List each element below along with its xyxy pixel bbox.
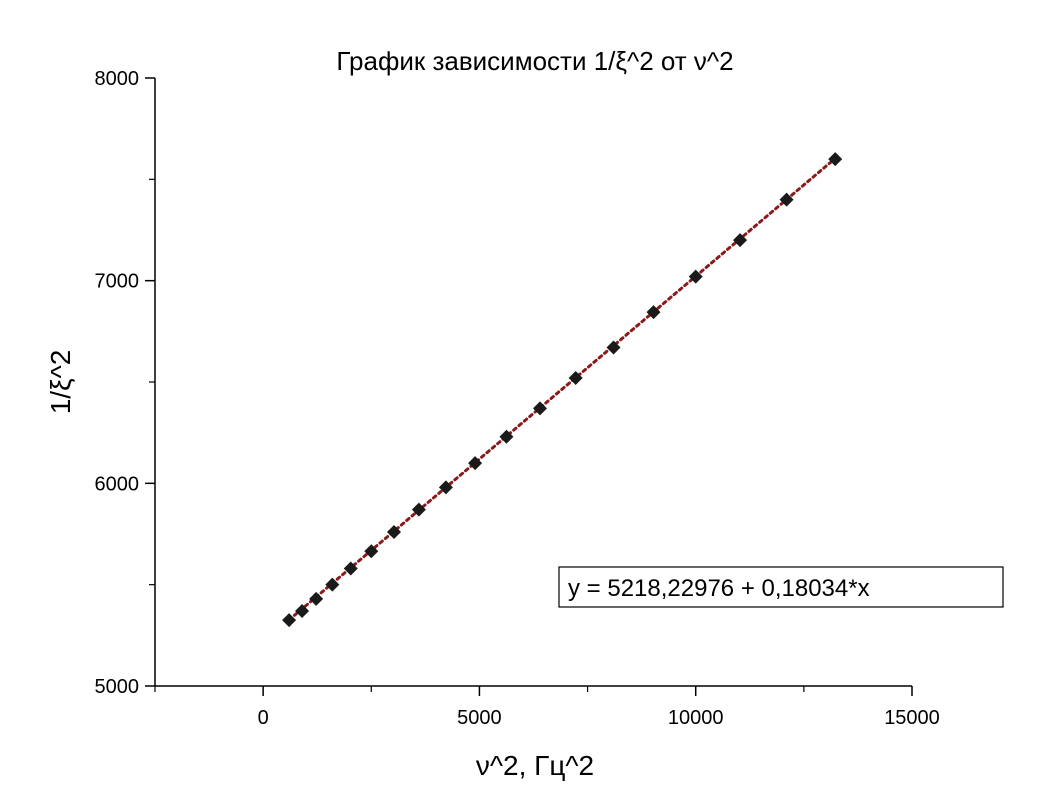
equation-box: y = 5218,22976 + 0,18034*x: [559, 567, 1003, 607]
x-tick-label: 10000: [668, 707, 724, 729]
equation-text: y = 5218,22976 + 0,18034*x: [568, 575, 870, 602]
data-point: [468, 456, 482, 470]
x-tick-label: 5000: [457, 707, 502, 729]
y-tick-label: 6000: [95, 473, 140, 495]
y-tick-label: 7000: [95, 271, 140, 293]
y-tick-label: 5000: [95, 676, 140, 698]
x-tick-label: 15000: [884, 707, 940, 729]
y-axis-title: 1/ξ^2: [45, 350, 76, 415]
x-tick-label: 0: [258, 707, 269, 729]
y-tick-label: 8000: [95, 68, 140, 90]
chart-title: График зависимости 1/ξ^2 от ν^2: [336, 46, 733, 76]
tick-labels: 0 5000 10000 15000 5000 6000 7000 8000: [95, 68, 940, 729]
x-axis-title: ν^2, Гц^2: [476, 750, 594, 781]
